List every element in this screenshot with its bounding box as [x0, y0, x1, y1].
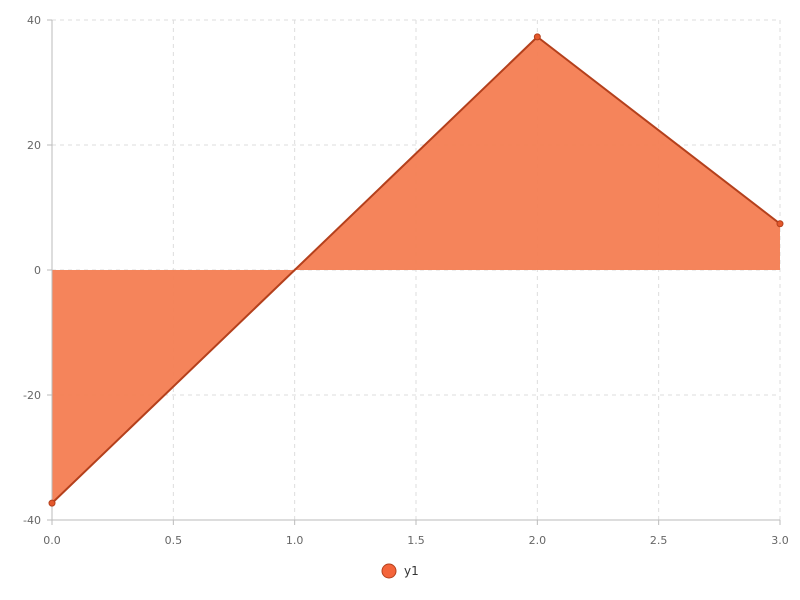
legend-label-y1: y1: [404, 564, 419, 578]
data-point-0: [48, 499, 56, 507]
x-tick-label-3: 1.5: [407, 534, 425, 547]
area-layer: [52, 36, 780, 504]
y-tick-label-4: 40: [27, 14, 41, 27]
x-tick-label-4: 2.0: [529, 534, 547, 547]
data-point-2: [776, 220, 784, 228]
y-tick-label-1: -20: [23, 389, 41, 402]
y-tick-label-3: 20: [27, 139, 41, 152]
x-tick-label-5: 2.5: [650, 534, 668, 547]
y-tick-label-0: -40: [23, 514, 41, 527]
marker-layer: [48, 33, 784, 507]
area-fill-y1: [52, 36, 780, 504]
data-point-1: [533, 33, 541, 41]
x-tick-label-0: 0.0: [43, 534, 61, 547]
legend-swatch-y1: [381, 563, 397, 579]
x-tick-label-2: 1.0: [286, 534, 304, 547]
y-tick-label-2: 0: [34, 264, 41, 277]
x-tick-label-6: 3.0: [771, 534, 789, 547]
tick-layer: 0.0 0.5 1.0 1.5 2.0 2.5 3.0 -40 -20 0 20 40: [23, 14, 789, 547]
legend: y1: [381, 563, 419, 579]
x-tick-label-1: 0.5: [165, 534, 183, 547]
